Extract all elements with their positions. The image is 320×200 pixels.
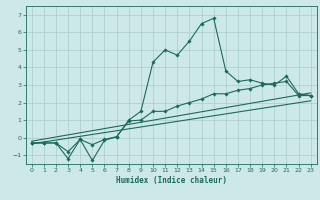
X-axis label: Humidex (Indice chaleur): Humidex (Indice chaleur) [116, 176, 227, 185]
